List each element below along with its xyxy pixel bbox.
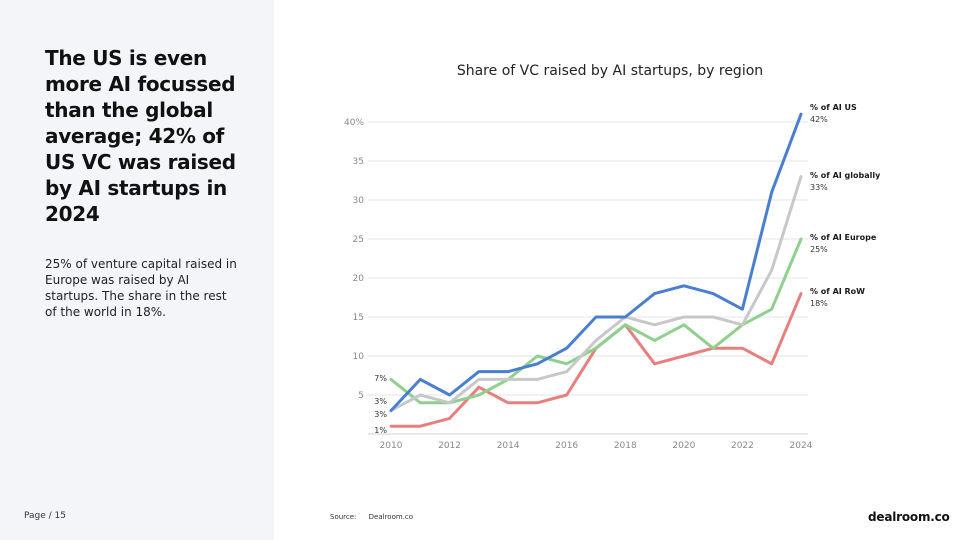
series-start-label: 1% [374,426,387,435]
series-end-value: 42% [810,115,828,124]
page-number: Page / 15 [24,511,66,521]
x-tick-label: 2018 [614,441,637,451]
x-tick-label: 2020 [672,441,695,451]
y-tick-label: 20 [353,274,365,284]
series-end-value: 25% [810,245,828,254]
y-tick-label: 5 [358,391,364,401]
series-end-value: 18% [810,299,828,308]
left-panel [0,0,274,540]
series-end-name: % of AI Europe [810,233,877,242]
x-tick-label: 2022 [731,441,754,451]
slide-body-text: 25% of venture capital raised in Europe … [45,257,237,319]
grid-lines [368,121,808,435]
series-line--of-ai-europe [389,237,803,405]
dealroom-logo: dealroom.co [868,510,950,524]
series-line--of-ai-row [389,292,803,428]
series-line--of-ai-globally [389,175,803,413]
series-start-label: 7% [374,374,387,383]
series-end-name: % of AI globally [810,171,881,180]
series-end-name: % of AI RoW [810,287,865,296]
slide-headline: The US is even more AI focussed than the… [45,46,236,226]
y-tick-label: 30 [353,196,365,206]
source-note: Source: Dealroom.co [330,513,413,521]
x-tick-label: 2024 [790,441,813,451]
x-tick-label: 2012 [438,441,461,451]
series-end-value: 33% [810,183,828,192]
series-lines [389,112,803,428]
y-tick-label: 35 [353,157,364,167]
source-label: Source: [330,513,357,521]
y-tick-label: 15 [353,313,364,323]
series-start-label: 3% [374,410,387,419]
series-start-label: 3% [374,397,387,406]
source-value: Dealroom.co [368,513,414,521]
x-tick-label: 2014 [497,441,520,451]
x-tick-label: 2016 [555,441,578,451]
axis-ticks: 40% 35 30 25 20 15 10 5 2010 2012 2014 2016 2018 2020… [344,118,813,451]
y-tick-label: 25 [353,235,364,245]
x-tick-label: 2010 [380,441,403,451]
chart-title: Share of VC raised by AI startups, by re… [456,63,764,79]
series-line--of-ai-us [389,112,803,413]
series-end-name: % of AI US [810,103,857,112]
series-labels: % of AI US 42% % of AI globally 33% % of AI … [374,103,881,435]
y-tick-label: 40% [344,118,364,128]
y-tick-label: 10 [353,352,365,362]
